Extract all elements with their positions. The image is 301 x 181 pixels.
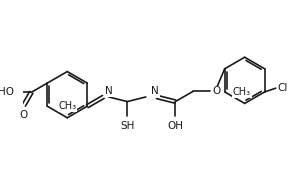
Text: O: O	[212, 86, 221, 96]
Text: CH₃: CH₃	[58, 101, 76, 111]
Text: Cl: Cl	[278, 83, 288, 93]
Text: O: O	[20, 110, 28, 120]
Text: CH₃: CH₃	[233, 87, 251, 97]
Text: SH: SH	[120, 121, 135, 131]
Text: N: N	[105, 86, 113, 96]
Text: HO: HO	[0, 87, 14, 97]
Text: N: N	[151, 86, 159, 96]
Text: OH: OH	[167, 121, 183, 131]
